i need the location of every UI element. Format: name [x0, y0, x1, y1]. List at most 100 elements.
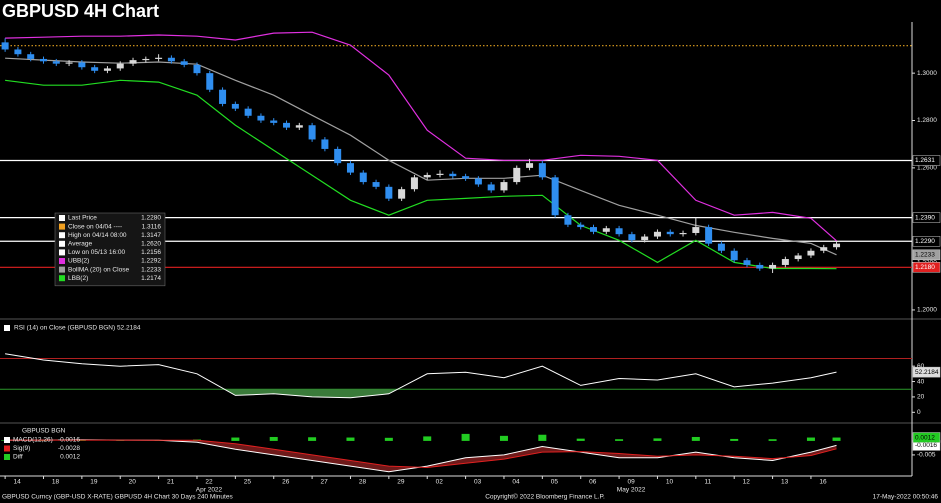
diff-bar — [423, 436, 432, 441]
candle-body — [794, 255, 802, 260]
legend-label: LBB(2) — [68, 275, 88, 282]
footer-center: Copyright© 2022 Bloomberg Finance L.P. — [485, 493, 605, 501]
y-tick-label: 1.3000 — [917, 70, 937, 77]
candle-body — [270, 120, 278, 123]
candle-body — [590, 227, 598, 232]
candle-body — [462, 176, 470, 179]
series-tag-box — [912, 432, 941, 443]
x-tick-label: 03 — [474, 479, 482, 486]
candle-body — [91, 67, 99, 71]
candle-body — [423, 174, 431, 178]
rsi-line — [5, 353, 837, 399]
reference-tag: 1.2180 — [915, 264, 935, 271]
candle-body — [52, 61, 60, 64]
candle-body — [666, 231, 674, 235]
legend-value: 1.2292 — [141, 258, 161, 265]
x-tick-label: 05 — [551, 479, 559, 486]
x-tick-label: 19 — [90, 479, 98, 486]
x-tick-label: 27 — [320, 479, 328, 486]
y-tick-label: 1.2000 — [917, 307, 937, 314]
diff-bar — [384, 437, 393, 441]
legend-swatch — [59, 258, 65, 264]
candle-body — [334, 148, 342, 164]
x-tick-label: 04 — [512, 479, 520, 486]
candle-body — [257, 115, 265, 121]
legend-box — [54, 212, 166, 287]
candle-body — [167, 57, 175, 62]
chart-title: GBPUSD 4H Chart — [2, 1, 159, 21]
candle-body — [602, 228, 610, 232]
diff-bar — [615, 439, 624, 441]
x-tick-label: 28 — [359, 479, 367, 486]
legend-label: MACD(12,26) — [13, 437, 53, 444]
x-tick-label: 11 — [704, 479, 711, 486]
diff-bar — [768, 439, 777, 441]
candle-body — [398, 189, 406, 199]
candle-body — [219, 89, 227, 104]
candle-body — [487, 184, 495, 191]
legend-swatch — [59, 215, 65, 221]
legend-label: BollMA (20) on Close — [68, 266, 129, 273]
candle-body — [641, 236, 649, 241]
x-tick-label: 26 — [282, 479, 290, 486]
band-tag-box — [912, 249, 941, 261]
legend-swatch — [4, 445, 10, 452]
reference-tag-box — [912, 236, 941, 247]
macd-line — [5, 439, 837, 469]
candle-body — [180, 61, 188, 65]
candle-body — [679, 232, 687, 235]
y-tick-label: 60 — [917, 363, 925, 370]
y-tick-label: 1.2800 — [917, 117, 937, 124]
candle-body — [283, 122, 291, 128]
candle-body — [538, 163, 546, 178]
diff-bar — [538, 434, 547, 441]
candle-body — [372, 182, 380, 187]
diff-bar — [77, 440, 86, 441]
legend-swatch — [59, 240, 65, 247]
x-tick-label: 10 — [666, 479, 674, 486]
candle-body — [577, 224, 585, 228]
reference-tag-box — [912, 212, 941, 223]
candle-body — [628, 234, 636, 241]
legend-value: 1.2620 — [141, 241, 161, 248]
rsi-area — [5, 389, 837, 398]
legend-swatch — [59, 249, 65, 256]
y-tick-label: 0 — [917, 409, 921, 416]
candle-body — [705, 227, 713, 244]
candle-body — [359, 172, 367, 183]
x-tick-label: 22 — [205, 479, 213, 486]
panel-title: RSI (14) on Close (GBPUSD BGN) 52.2184 — [14, 325, 141, 332]
legend-label: UBB(2) — [68, 258, 89, 265]
candle-body — [193, 64, 201, 74]
candle-body — [65, 62, 73, 64]
candle-body — [39, 58, 47, 62]
candle-body — [436, 173, 444, 175]
candle-body — [513, 167, 521, 183]
candle-body — [526, 163, 534, 168]
candle-body — [321, 139, 329, 149]
candle-body — [155, 57, 163, 59]
candle-body — [27, 54, 35, 59]
legend-label: Sig(9) — [13, 445, 30, 452]
candle-body — [833, 243, 841, 248]
candle-body — [129, 60, 137, 64]
candle-body — [743, 260, 751, 265]
bollinger-band — [5, 79, 837, 270]
x-tick-label: 13 — [781, 479, 789, 486]
candle-body — [730, 250, 738, 261]
candle-body — [474, 178, 482, 185]
x-tick-label: 29 — [397, 479, 405, 486]
candle-body — [206, 73, 214, 90]
diff-bar — [806, 437, 815, 441]
rsi-tag: 52.2184 — [915, 369, 939, 376]
diff-bar — [653, 438, 662, 441]
legend-value: -0.0028 — [58, 445, 80, 452]
reference-tag: 1.2631 — [915, 157, 935, 164]
diff-bar — [346, 437, 355, 441]
candle-body — [769, 264, 777, 269]
legend-value: 1.2156 — [141, 249, 161, 256]
legend-swatch — [59, 275, 65, 282]
candle-body — [385, 186, 393, 199]
